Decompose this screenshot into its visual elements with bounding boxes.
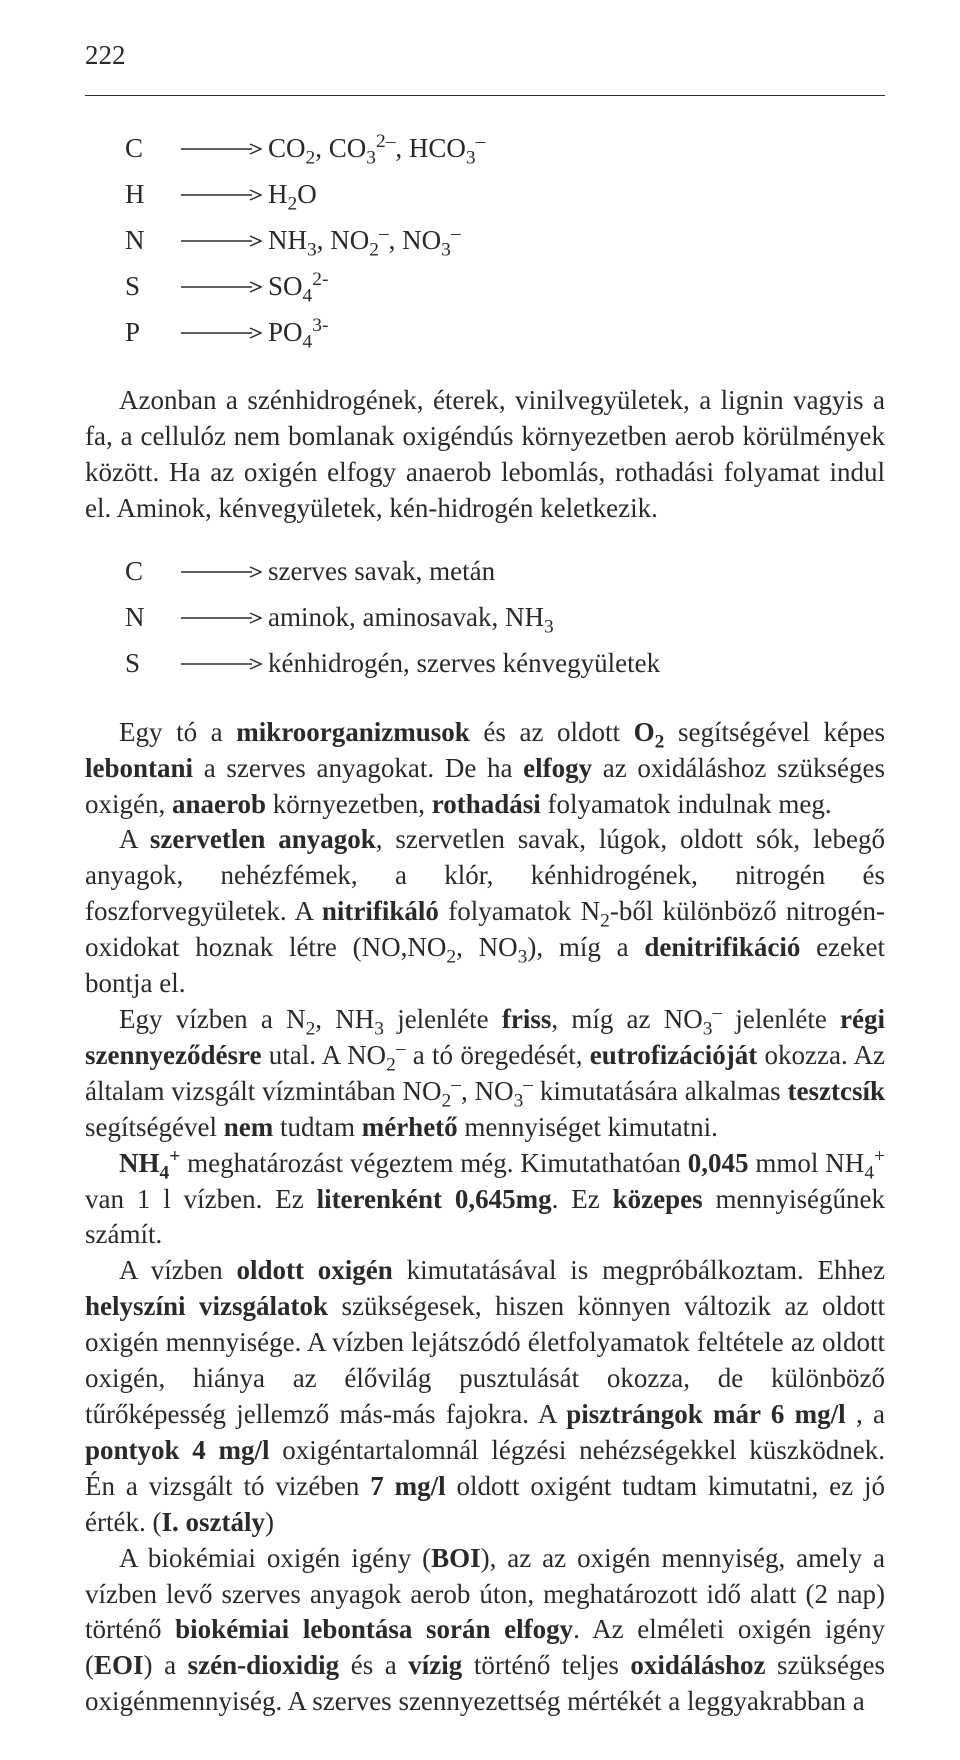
paragraph-2: Egy tó a mikroorganizmusok és az oldott …: [85, 715, 885, 823]
reaction-element: C: [125, 549, 173, 595]
reaction-block-2: C szerves savak, metánN aminok, aminosav…: [125, 549, 885, 687]
arrow-icon: [173, 657, 268, 671]
page-number: 222: [85, 40, 885, 71]
reaction-product: CO2, CO32–, HCO3–: [268, 126, 885, 172]
reaction-element: S: [125, 641, 173, 687]
reaction-row: S SO42-: [125, 264, 885, 310]
reaction-row: H H2O: [125, 172, 885, 218]
reaction-product: kénhidrogén, szerves kénvegyületek: [268, 641, 885, 687]
reaction-element: N: [125, 595, 173, 641]
reaction-product: H2O: [268, 172, 885, 218]
reaction-row: C CO2, CO32–, HCO3–: [125, 126, 885, 172]
paragraph-3: A szervetlen anyagok, szervetlen savak, …: [85, 822, 885, 1002]
reaction-row: C szerves savak, metán: [125, 549, 885, 595]
reaction-row: P PO43-: [125, 310, 885, 356]
arrow-icon: [173, 142, 268, 156]
reaction-product: NH3, NO2–, NO3–: [268, 218, 885, 264]
paragraph-7: A biokémiai oxigén igény (BOI), az az ox…: [85, 1541, 885, 1721]
reaction-element: H: [125, 172, 173, 218]
arrow-icon: [173, 234, 268, 248]
reaction-element: S: [125, 264, 173, 310]
reaction-row: S kénhidrogén, szerves kénvegyületek: [125, 641, 885, 687]
reaction-element: N: [125, 218, 173, 264]
reaction-element: C: [125, 126, 173, 172]
paragraph-1: Azonban a szénhidrogének, éterek, vinilv…: [85, 383, 885, 527]
reaction-block-1: C CO2, CO32–, HCO3–H H2ON NH3, NO2–, NO3…: [125, 126, 885, 355]
reaction-product: SO42-: [268, 264, 885, 310]
reaction-row: N aminok, aminosavak, NH3: [125, 595, 885, 641]
arrow-icon: [173, 565, 268, 579]
arrow-icon: [173, 280, 268, 294]
reaction-row: N NH3, NO2–, NO3–: [125, 218, 885, 264]
paragraph-5: NH4+ meghatározást végeztem még. Kimutat…: [85, 1146, 885, 1254]
reaction-product: PO43-: [268, 310, 885, 356]
reaction-element: P: [125, 310, 173, 356]
arrow-icon: [173, 611, 268, 625]
reaction-product: szerves savak, metán: [268, 549, 885, 595]
paragraph-6: A vízben oldott oxigén kimutatásával is …: [85, 1253, 885, 1540]
header-rule: [85, 95, 885, 96]
paragraph-4: Egy vízben a N2, NH3 jelenléte friss, mí…: [85, 1002, 885, 1146]
arrow-icon: [173, 326, 268, 340]
reaction-product: aminok, aminosavak, NH3: [268, 595, 885, 641]
arrow-icon: [173, 188, 268, 202]
